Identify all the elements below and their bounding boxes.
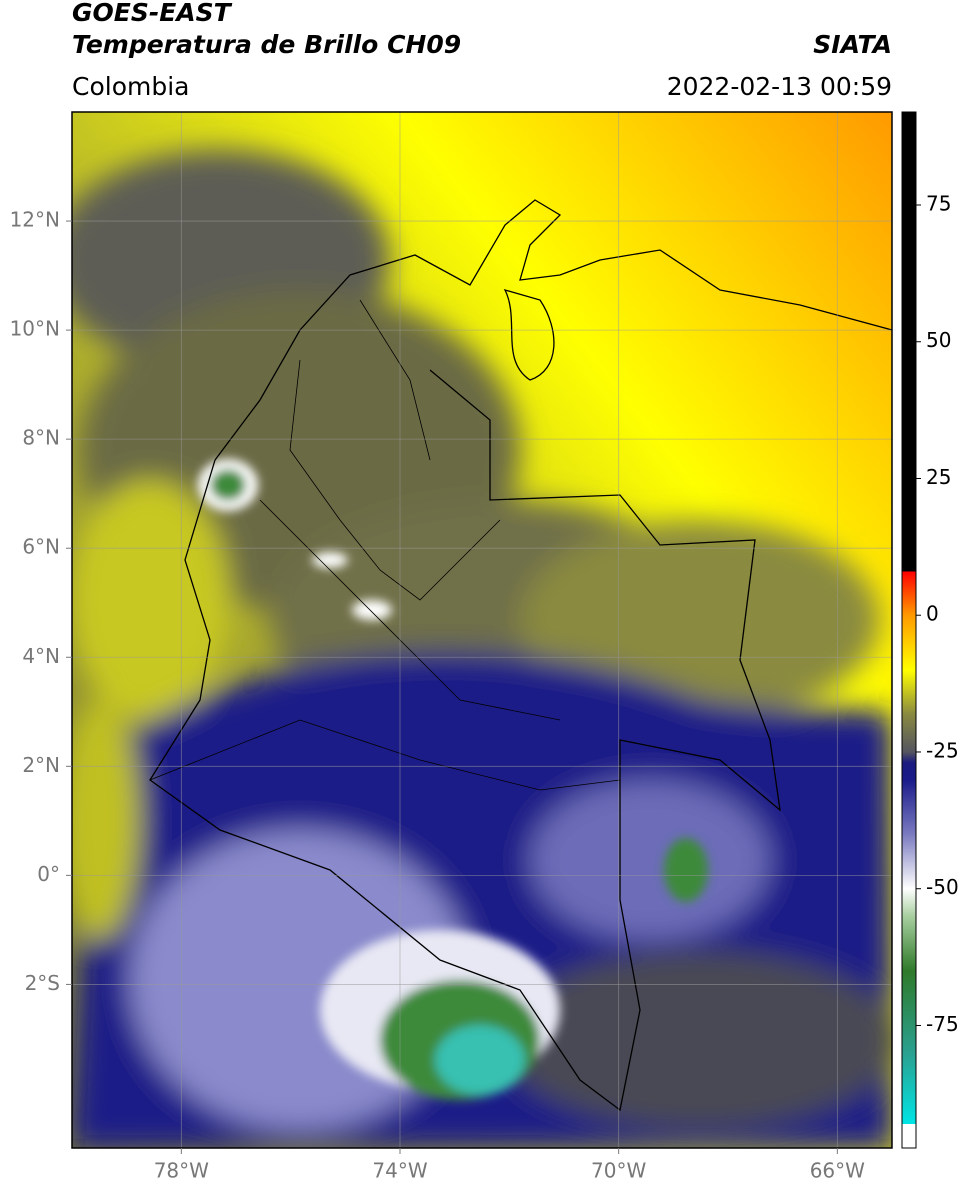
product-title: Temperatura de Brillo CH09 [72,30,461,59]
colorbar-tick-label: 25 [926,465,951,489]
x-tick-label: 66°W [810,1159,865,1183]
colorbar-tick-label: -75 [926,1012,959,1036]
colorbar [901,111,917,1149]
y-tick-label: 2°N [22,753,60,777]
y-tick-label: 12°N [10,208,60,232]
y-tick-label: 6°N [22,535,60,559]
graticule [72,112,892,1148]
y-tick-label: 4°N [22,644,60,668]
satellite-image [72,112,892,1148]
y-tick-label: 0° [37,862,60,886]
source-title: GOES-EAST [72,0,233,27]
y-tick-label: 10°N [10,317,60,341]
colorbar-tick-label: -50 [926,875,959,899]
region-label: Colombia [72,72,189,101]
map-frame [71,111,893,1149]
y-tick-label: 8°N [22,426,60,450]
y-tick-label: 2°S [25,971,60,995]
x-tick-label: 70°W [591,1159,646,1183]
colorbar-tick-label: 50 [926,328,951,352]
x-tick-label: 78°W [154,1159,209,1183]
datetime-label: 2022-02-13 00:59 [667,72,892,101]
colorbar-tick-label: -25 [926,738,959,762]
colorbar-tick-label: 0 [926,602,939,626]
colorbar-tick-label: 75 [926,191,951,215]
agency-label: SIATA [813,30,892,59]
x-tick-label: 74°W [372,1159,427,1183]
